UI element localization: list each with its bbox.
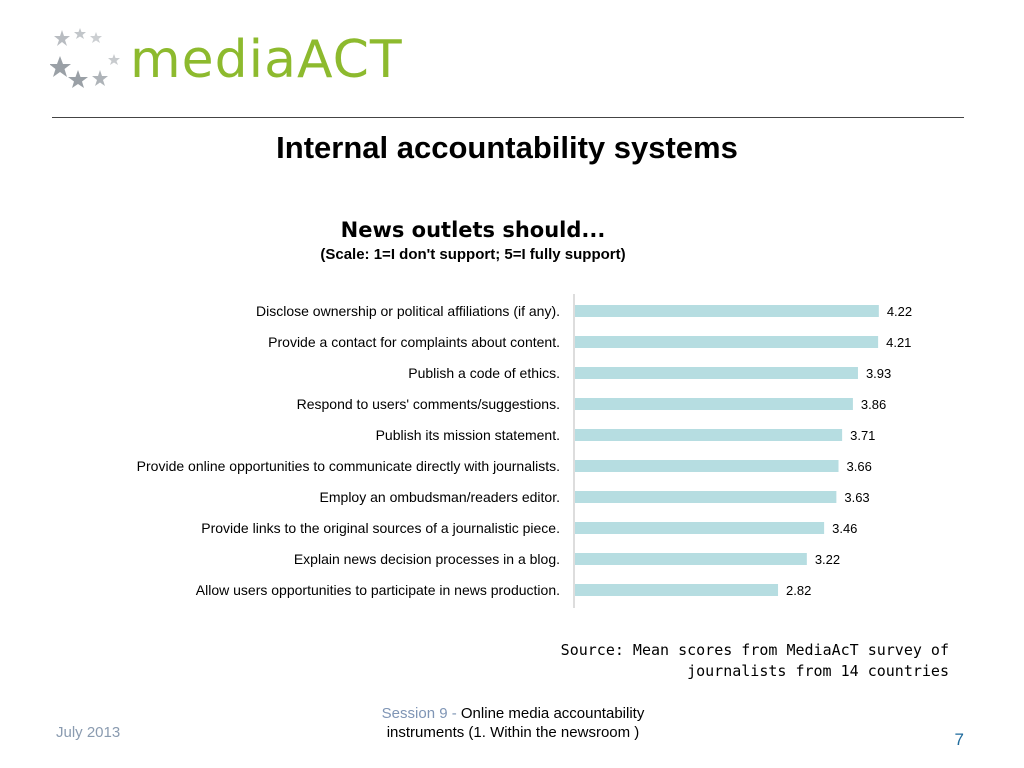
bar [575, 522, 825, 534]
category-label: Publish a code of ethics. [408, 365, 560, 381]
session-prefix: Session 9 - [381, 705, 461, 722]
source-line-1: Source: Mean scores from MediaAcT survey… [560, 641, 949, 659]
bar [575, 305, 879, 317]
page-number: 7 [954, 730, 964, 749]
category-label: Employ an ombudsman/readers editor. [320, 489, 560, 505]
category-label: Provide online opportunities to communic… [137, 458, 560, 474]
header-divider [52, 117, 964, 118]
category-label: Publish its mission statement. [376, 427, 560, 443]
value-label: 3.86 [861, 397, 886, 412]
bar [575, 553, 807, 565]
value-label: 3.63 [844, 490, 869, 505]
value-label: 4.22 [887, 304, 912, 319]
source-note: Source: Mean scores from MediaAcT survey… [561, 640, 949, 682]
value-label: 3.66 [847, 459, 872, 474]
slide-title: Internal accountability systems [276, 130, 738, 165]
session-title-1: Online media accountability [460, 705, 645, 722]
stars-icon [50, 28, 120, 88]
session-title-2: instruments (1. Within the newsroom ) [386, 724, 640, 741]
category-label: Explain news decision processes in a blo… [294, 551, 560, 567]
bar-chart: Disclose ownership or political affiliat… [137, 294, 912, 608]
chart-subtitle: (Scale: 1=I don't support; 5=I fully sup… [320, 246, 626, 263]
bar [575, 398, 853, 410]
value-label: 2.82 [786, 583, 811, 598]
bar [575, 429, 843, 441]
value-label: 3.46 [832, 521, 857, 536]
bar [575, 491, 837, 503]
category-label: Disclose ownership or political affiliat… [256, 303, 560, 319]
category-label: Provide a contact for complaints about c… [268, 334, 560, 350]
source-line-2: journalists from 14 countries [687, 662, 949, 680]
bar [575, 336, 879, 348]
bar [575, 584, 779, 596]
footer-session: Session 9 - Online media accountability … [340, 704, 686, 742]
category-label: Respond to users' comments/suggestions. [297, 396, 560, 412]
value-label: 4.21 [886, 335, 911, 350]
value-label: 3.93 [866, 366, 891, 381]
mediaact-logo: mediaACT [50, 22, 430, 102]
chart-title: News outlets should... [340, 218, 606, 242]
bar [575, 367, 858, 379]
footer-date: July 2013 [56, 724, 121, 741]
category-label: Allow users opportunities to participate… [196, 582, 560, 598]
value-label: 3.71 [850, 428, 875, 443]
bar [575, 460, 839, 472]
category-label: Provide links to the original sources of… [201, 520, 560, 536]
logo-text: mediaACT [130, 30, 403, 90]
value-label: 3.22 [815, 552, 840, 567]
